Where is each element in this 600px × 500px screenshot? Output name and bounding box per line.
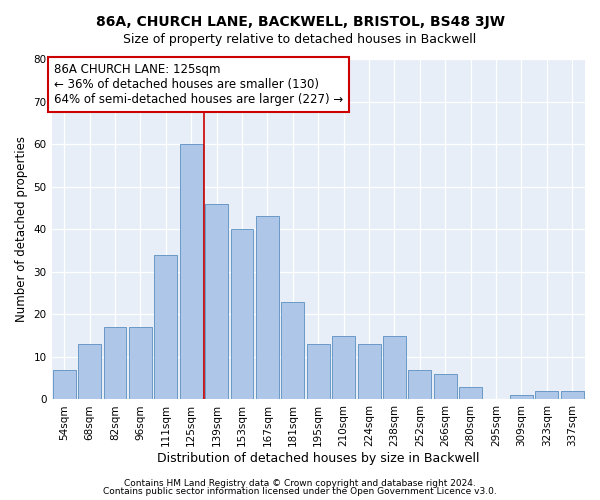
Y-axis label: Number of detached properties: Number of detached properties bbox=[15, 136, 28, 322]
Bar bbox=[104, 327, 127, 400]
Bar bbox=[154, 255, 177, 400]
Bar bbox=[358, 344, 380, 400]
Text: Contains public sector information licensed under the Open Government Licence v3: Contains public sector information licen… bbox=[103, 487, 497, 496]
X-axis label: Distribution of detached houses by size in Backwell: Distribution of detached houses by size … bbox=[157, 452, 479, 465]
Bar bbox=[78, 344, 101, 400]
Text: 86A CHURCH LANE: 125sqm
← 36% of detached houses are smaller (130)
64% of semi-d: 86A CHURCH LANE: 125sqm ← 36% of detache… bbox=[54, 64, 343, 106]
Bar bbox=[256, 216, 279, 400]
Bar bbox=[129, 327, 152, 400]
Bar bbox=[230, 229, 253, 400]
Text: 86A, CHURCH LANE, BACKWELL, BRISTOL, BS48 3JW: 86A, CHURCH LANE, BACKWELL, BRISTOL, BS4… bbox=[95, 15, 505, 29]
Bar bbox=[205, 204, 228, 400]
Bar bbox=[383, 336, 406, 400]
Text: Contains HM Land Registry data © Crown copyright and database right 2024.: Contains HM Land Registry data © Crown c… bbox=[124, 478, 476, 488]
Bar bbox=[307, 344, 330, 400]
Bar bbox=[535, 391, 559, 400]
Bar bbox=[180, 144, 203, 400]
Bar bbox=[332, 336, 355, 400]
Bar bbox=[510, 395, 533, 400]
Text: Size of property relative to detached houses in Backwell: Size of property relative to detached ho… bbox=[124, 32, 476, 46]
Bar bbox=[561, 391, 584, 400]
Bar bbox=[434, 374, 457, 400]
Bar bbox=[53, 370, 76, 400]
Bar bbox=[281, 302, 304, 400]
Bar bbox=[459, 386, 482, 400]
Bar bbox=[409, 370, 431, 400]
